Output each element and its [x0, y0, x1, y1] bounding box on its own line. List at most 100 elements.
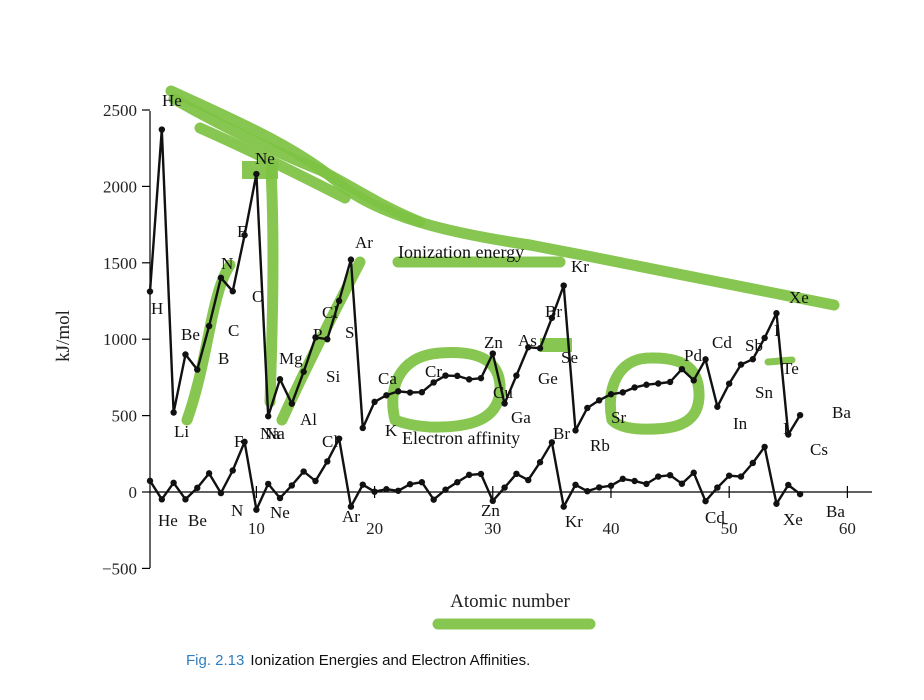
ionization-energy-point-49: [714, 403, 721, 410]
ionization-energy-point-46: [678, 365, 686, 373]
y-tick-label-0: 0: [129, 483, 138, 502]
electron-affinity-point-39: [595, 484, 603, 491]
ionization-energy-point-44: [655, 380, 662, 387]
highlight-ie-trend-upper: [168, 93, 426, 228]
electron-affinity-point-36: [560, 503, 567, 510]
ionization-energy-point-27: [454, 372, 461, 380]
ie-label-f: F: [237, 222, 246, 241]
ie-label-i: I: [774, 321, 780, 340]
ea-label-ne: Ne: [270, 503, 290, 522]
ie-label-as: As: [518, 331, 537, 350]
electron-affinity-point-56: [796, 490, 804, 498]
electron-affinity-point-49: [714, 484, 721, 491]
electron-affinity-point-3: [170, 479, 177, 487]
electron-affinity-point-37: [572, 481, 579, 489]
highlight-transition-loop-2: [604, 352, 705, 435]
highlight-ne-rise: [264, 164, 279, 408]
ie-label-ca: Ca: [378, 369, 397, 388]
y-tick-label-2500: 2500: [103, 101, 137, 120]
ionization-energy-point-30: [489, 350, 496, 357]
ea-label-f: F: [234, 432, 243, 451]
ea-label-ar: Ar: [342, 507, 360, 526]
ionization-energy-point-23: [406, 389, 414, 396]
ionization-energy-point-42: [631, 384, 638, 391]
ionization-energy-point-54: [773, 310, 780, 317]
ie-label-br: Br: [545, 302, 562, 321]
ionization-energy-point-34: [536, 345, 544, 352]
ie-label-b: B: [218, 349, 229, 368]
ie-label-k: K: [385, 421, 398, 440]
electron-affinity-point-48: [702, 497, 709, 505]
ea-label-na: Na: [260, 424, 280, 443]
electron-affinity-point-23: [406, 481, 414, 488]
ea-label-kr: Kr: [565, 512, 583, 531]
ionization-energy-point-47: [690, 377, 697, 384]
ionization-energy-point-15: [312, 334, 319, 341]
electron-affinity-point-14: [300, 468, 307, 475]
ionization-energy-point-43: [643, 381, 650, 388]
ie-label-ne: Ne: [255, 149, 275, 168]
electron-affinity-point-47: [690, 469, 697, 476]
ionization-energy-point-21: [383, 392, 390, 399]
ie-label-s: S: [345, 323, 354, 342]
ie-label-sn: Sn: [755, 383, 773, 402]
electron-affinity-point-33: [525, 476, 532, 484]
electron-affinity-point-42: [631, 477, 638, 485]
electron-affinity-point-43: [643, 480, 650, 488]
ie-label-c: C: [228, 321, 239, 340]
ie-label-zn: Zn: [484, 333, 503, 352]
caption-number: Fig. 2.13: [186, 652, 245, 669]
y-tick-label-1000: 1000: [103, 330, 137, 349]
ionization-energy-point-18: [347, 256, 355, 263]
ionization-energy-point-31: [501, 400, 508, 407]
ea-label-xe: Xe: [783, 510, 803, 529]
electron-affinity-point-52: [749, 459, 757, 467]
ie-label-cd: Cd: [712, 333, 732, 352]
electron-affinity-point-21: [383, 486, 390, 493]
ie-label-ar: Ar: [355, 233, 373, 252]
ea-label-br: Br: [553, 424, 570, 443]
ie-label-ge: Ge: [538, 369, 558, 388]
ie-label-si: Si: [326, 367, 340, 386]
ionization-energy-point-14: [300, 368, 307, 375]
electron-affinity-point-51: [737, 473, 745, 480]
electron-affinity-point-54: [773, 500, 780, 507]
ionization-energy-point-50: [725, 380, 733, 387]
ionization-energy-point-45: [666, 378, 674, 386]
ie-label-sr: Sr: [611, 408, 626, 427]
x-tick-label-50: 50: [721, 519, 738, 538]
y-tick-label-500: −500: [102, 559, 137, 578]
ionization-energy-point-35: [548, 314, 556, 322]
ionization-energy-point-25: [430, 379, 437, 386]
ionization-energy-point-39: [595, 397, 603, 404]
ie-label-pd: Pd: [684, 346, 702, 365]
ionization-energy-point-41: [619, 389, 626, 396]
ionization-energy-point-8: [229, 288, 236, 295]
electron-affinity-point-29: [477, 470, 485, 478]
electron-affinity-point-13: [288, 482, 296, 489]
electron-affinity-point-45: [666, 471, 674, 479]
electron-affinity-point-19: [359, 481, 366, 488]
y-axis-ticks: −500 0 500 1000 1500 2000 2500: [102, 101, 150, 578]
ionization-energy-point-24: [418, 389, 426, 396]
highlight-as-se-box: [540, 338, 572, 352]
ionization-energy-point-36: [560, 282, 567, 289]
electron-affinity-point-30: [489, 497, 496, 505]
ie-label-li: Li: [174, 422, 189, 441]
ie-label-he: He: [162, 91, 182, 110]
green-highlighter-marks: [165, 85, 840, 630]
ie-label-al: Al: [300, 410, 317, 429]
ie-label-sb: Sb: [745, 336, 763, 355]
electron-affinity-point-24: [418, 479, 426, 486]
ie-label-kr: Kr: [571, 257, 589, 276]
x-tick-label-10: 10: [248, 519, 265, 538]
electron-affinity-point-4: [182, 496, 189, 503]
ionization-energy-point-28: [465, 376, 473, 383]
electron-affinity-point-53: [761, 443, 768, 451]
electron-affinity-point-7: [217, 489, 225, 497]
ea-label-be: Be: [188, 511, 207, 530]
x-axis-ticks: 10 20 30 40 50 60: [248, 486, 856, 538]
caption-text: Ionization Energies and Electron Affinit…: [250, 652, 531, 669]
